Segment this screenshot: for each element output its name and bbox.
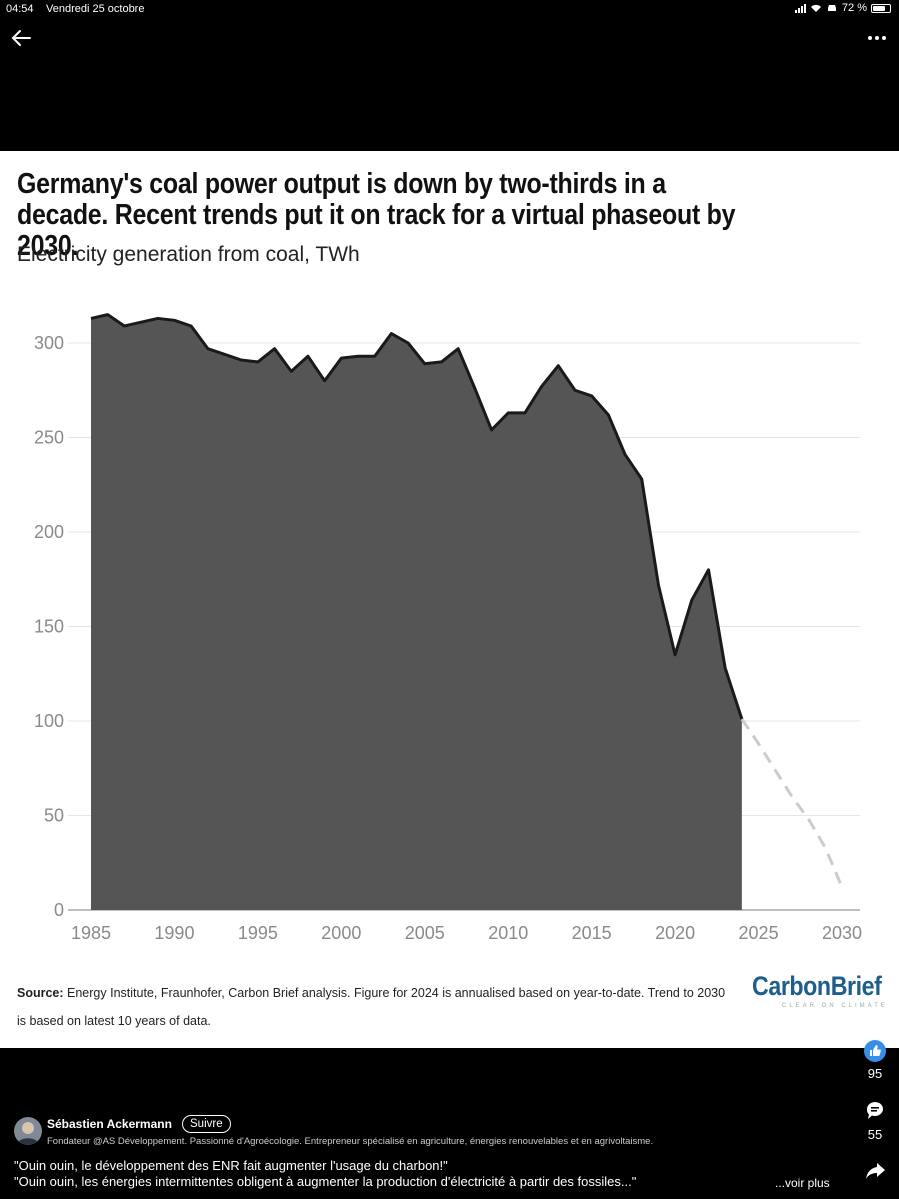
status-date: Vendredi 25 octobre [46,3,145,15]
trend-line [740,718,844,888]
post-line-1: "Ouin ouin, le développement des ENR fai… [14,1158,448,1173]
battery-percent: 72 % [841,2,867,14]
y-tick-label: 100 [34,711,64,731]
y-tick-label: 200 [34,522,64,542]
author-bio: Fondateur @AS Développement. Passionné d… [47,1136,654,1147]
x-tick-label: 2030 [822,923,862,943]
status-bar: 04:54 Vendredi 25 octobre 72 % [0,0,899,18]
comment-icon[interactable] [864,1100,886,1122]
thumbs-up-icon[interactable] [864,1040,886,1062]
avatar[interactable] [14,1117,42,1145]
chart-image[interactable]: 0 50 100 150 200 250 300 1985 1990 1995 2000 2005 20… [0,151,899,1048]
y-tick-label: 250 [34,428,64,448]
car-icon [827,5,836,11]
follow-button[interactable]: Suivre [182,1115,231,1133]
y-tick-label: 150 [34,617,64,637]
share-action[interactable] [857,1160,893,1185]
signal-icon [794,3,806,13]
x-tick-label: 2020 [655,923,695,943]
wifi-icon [810,4,821,12]
reactions-count: 95 [867,1066,883,1081]
y-tick-label: 300 [34,333,64,353]
coal-area-chart: 0 50 100 150 200 250 300 1985 1990 1995 2000 2005 20… [34,313,862,943]
x-tick-label: 2015 [572,923,612,943]
coal-area [91,314,742,910]
source-note: Source: Energy Institute, Fraunhofer, Ca… [17,979,737,1035]
post-text: "Ouin ouin, le développement des ENR fai… [14,1158,774,1190]
status-time: 04:54 [6,3,34,15]
carbonbrief-logo: CarbonBrief CLEAR ON CLIMATE [752,971,887,1015]
logo-text: CarbonBrief [752,971,882,1001]
x-tick-label: 2025 [739,923,779,943]
arrow-left-icon[interactable] [8,26,34,50]
post-line-2: "Ouin ouin, les énergies intermittentes … [14,1174,637,1189]
chart-subtitle: Electricity generation from coal, TWh [17,243,360,266]
y-tick-label: 50 [44,806,64,826]
logo-tagline: CLEAR ON CLIMATE [782,1003,888,1009]
battery-icon [871,3,891,13]
status-indicators: 72 % [794,2,891,14]
x-tick-label: 2000 [321,923,361,943]
chart-title: Germany's coal power output is down by t… [17,168,736,262]
y-tick-label: 0 [54,900,64,920]
x-tick-label: 1990 [154,923,194,943]
x-tick-label: 1985 [71,923,111,943]
source-text: Energy Institute, Fraunhofer, Carbon Bri… [17,986,726,1028]
x-tick-label: 2005 [405,923,445,943]
author-name[interactable]: Sébastien Ackermann [47,1117,172,1131]
see-more-link[interactable]: ...voir plus [775,1176,830,1190]
comment-action[interactable]: 55 [857,1100,893,1142]
x-tick-label: 1995 [238,923,278,943]
x-tick-label: 2010 [488,923,528,943]
coal-line [90,313,744,720]
ellipsis-icon[interactable] [865,26,889,50]
source-label: Source: [17,986,64,1000]
share-icon[interactable] [864,1160,886,1182]
reaction-action[interactable]: 95 [857,1040,893,1081]
comments-count: 55 [867,1127,883,1142]
